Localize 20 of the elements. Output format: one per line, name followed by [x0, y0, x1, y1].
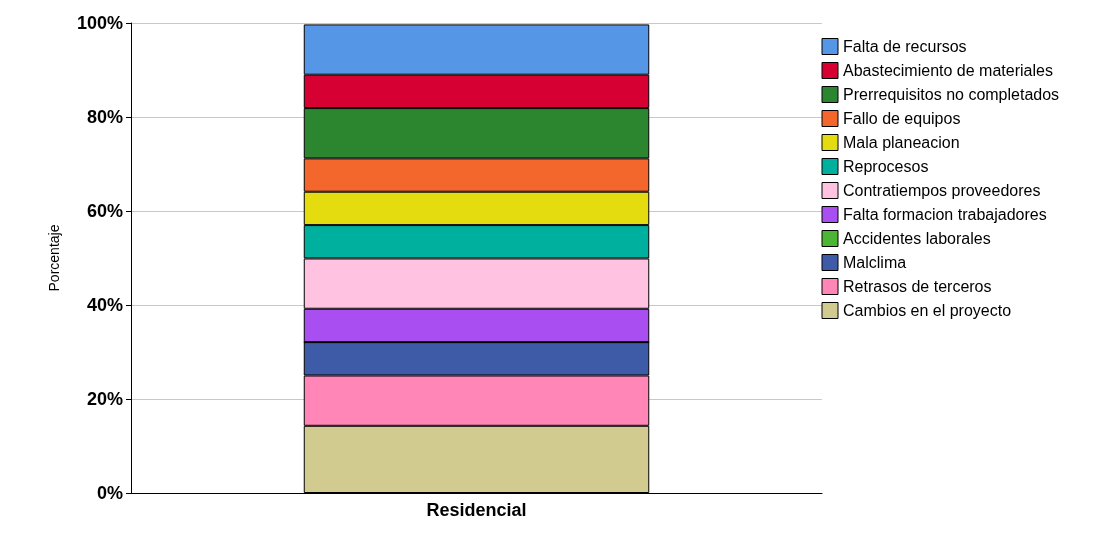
legend-label: Contratiempos proveedores	[843, 182, 1041, 199]
legend-label: Mala planeacion	[843, 134, 960, 151]
x-tick-label: Residencial	[426, 500, 527, 520]
legend-label: Retrasos de terceros	[843, 278, 992, 295]
y-tick-label: 60%	[86, 201, 123, 221]
legend-label: Reprocesos	[843, 158, 929, 175]
legend-label: Fallo de equipos	[843, 110, 961, 127]
legend-label: Falta formacion trabajadores	[843, 206, 1047, 223]
legend-label: Accidentes laborales	[843, 230, 991, 247]
y-tick-label: 80%	[86, 107, 123, 127]
legend-label: Cambios en el proyecto	[843, 302, 1012, 319]
legend-label: Prerrequisitos no completados	[843, 86, 1060, 103]
y-tick-label: 20%	[86, 389, 123, 409]
y-tick-label: 0%	[96, 483, 123, 503]
legend-label: Falta de recursos	[843, 38, 967, 55]
legend-label: Abastecimiento de materiales	[843, 62, 1053, 79]
legend-label: Malclima	[843, 254, 907, 271]
y-tick-label: 100%	[76, 13, 123, 33]
y-axis-title: Porcentaje	[46, 224, 62, 292]
y-tick-label: 40%	[86, 295, 123, 315]
